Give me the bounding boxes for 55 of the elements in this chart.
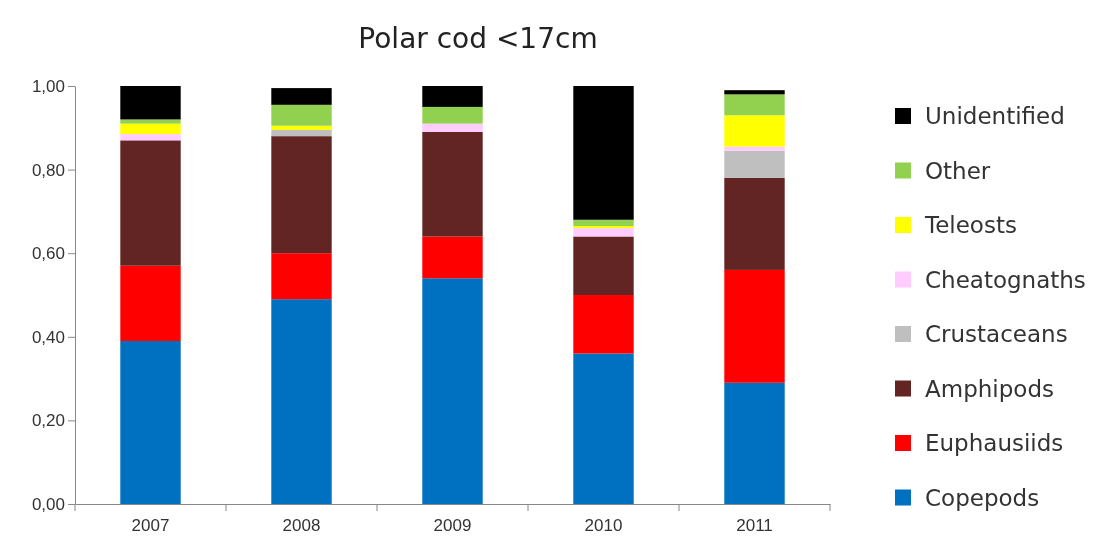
y-tick-label: 0,20 <box>31 411 65 431</box>
legend-label: Copepods <box>925 484 1040 511</box>
bar <box>724 94 785 116</box>
legend-label: Amphipods <box>925 375 1054 402</box>
bar <box>120 340 181 504</box>
legend-label: Other <box>925 157 991 184</box>
bar <box>120 265 181 341</box>
bar <box>573 228 634 237</box>
bar <box>724 115 785 147</box>
y-tick-label: 0,40 <box>31 327 65 347</box>
y-tick-label: 0,80 <box>31 160 65 180</box>
bar <box>573 236 634 295</box>
bar <box>422 123 483 132</box>
bar <box>724 90 785 95</box>
bar <box>724 269 785 383</box>
y-tick-label: 1,00 <box>31 76 65 96</box>
bar <box>271 129 332 137</box>
bar <box>271 299 332 504</box>
bar <box>422 236 483 279</box>
x-tick-label: 2010 <box>584 515 623 535</box>
bar <box>724 177 785 270</box>
bar <box>573 219 634 227</box>
bar <box>724 146 785 151</box>
legend-label: Teleosts <box>924 212 1017 238</box>
legend-label: Unidentified <box>925 103 1065 129</box>
legend-label: Crustaceans <box>925 321 1068 347</box>
bar <box>573 226 634 229</box>
bar <box>573 86 634 220</box>
x-tick-label: 2008 <box>282 515 321 535</box>
bar <box>120 134 181 141</box>
x-tick-label: 2009 <box>433 515 472 535</box>
y-tick-label: 0,00 <box>31 494 65 514</box>
x-tick-label: 2007 <box>131 515 170 535</box>
bar <box>724 150 785 178</box>
bar <box>573 353 634 504</box>
bar <box>271 253 332 300</box>
bar <box>422 131 483 237</box>
bar <box>120 140 181 266</box>
bar <box>271 125 332 130</box>
bar <box>422 86 483 107</box>
legend-label: Euphausiids <box>925 430 1064 456</box>
bar <box>724 382 785 504</box>
x-tick-label: 2011 <box>736 515 773 535</box>
bar <box>120 123 181 135</box>
bar <box>271 136 332 254</box>
bar <box>422 278 483 504</box>
bar <box>120 119 181 124</box>
legend-label: Cheatognaths <box>925 266 1086 293</box>
bar <box>271 104 332 126</box>
chart-title: Polar cod <17cm <box>358 22 598 55</box>
bar <box>422 106 483 124</box>
bar <box>573 295 634 354</box>
y-tick-label: 0,60 <box>31 244 65 264</box>
bar <box>271 88 332 105</box>
bar <box>120 86 181 120</box>
